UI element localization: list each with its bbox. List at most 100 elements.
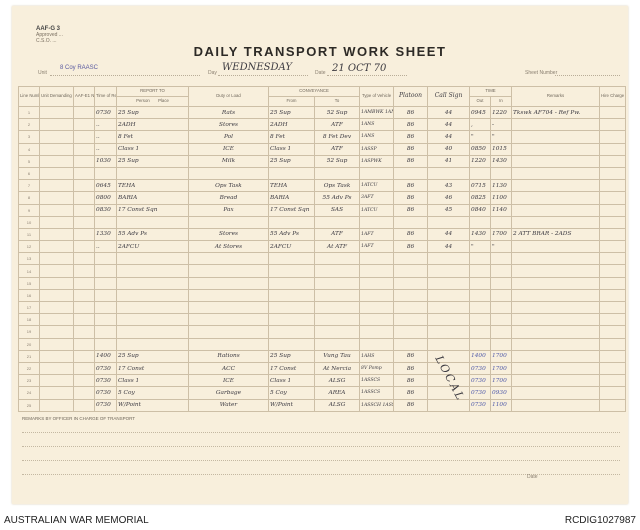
table-row: 10 — [18, 215, 627, 229]
cell-empty — [73, 361, 95, 376]
cell-person: BARIA — [116, 191, 189, 205]
cell-empty — [73, 240, 95, 254]
table-row: 19 — [18, 325, 627, 339]
cell-person: Class 1 — [116, 142, 189, 156]
cell-call — [427, 398, 471, 412]
cell-to: SAS — [313, 203, 361, 217]
cell-empty — [73, 288, 95, 303]
cell-remarks — [511, 215, 601, 229]
cell-time — [94, 313, 117, 327]
cell-in: 1220 — [490, 105, 513, 120]
page-title: DAILY TRANSPORT WORK SHEET — [193, 44, 447, 59]
cell-n: 8 — [18, 191, 40, 205]
cell-vtype: 1ASPWK — [359, 154, 395, 168]
cell-empty — [73, 313, 95, 327]
cell-empty — [599, 386, 627, 400]
cell-person: 25 Sup — [116, 105, 189, 120]
cell-remarks — [511, 349, 601, 363]
cell-person: 2AFCU — [116, 240, 189, 254]
form-cso: C.S.O. ... — [36, 38, 57, 44]
cell-n: 15 — [18, 276, 40, 290]
cell-to — [313, 300, 361, 315]
cell-person — [116, 166, 189, 181]
cell-in — [490, 252, 513, 266]
cell-duty — [188, 215, 269, 229]
cell-in: " — [490, 130, 513, 144]
cell-in — [490, 166, 513, 181]
cell-vnum: 86 — [393, 386, 429, 400]
cell-duty — [188, 276, 269, 290]
cell-vnum: 86 — [393, 361, 429, 376]
header-line-number: Line Number — [18, 86, 40, 107]
cell-call — [427, 313, 471, 327]
table-row: 8 0800 BARIA Bread BARIA 55 Adv Ps 3AFT 86 46 082… — [18, 191, 627, 205]
header-person-place: Person Place — [116, 96, 189, 107]
cell-n: 16 — [18, 288, 40, 303]
cell-from: W/Point — [268, 398, 315, 412]
cell-empty — [73, 264, 95, 278]
cell-remarks — [511, 374, 601, 388]
cell-empty — [39, 300, 74, 315]
cell-out — [469, 252, 492, 266]
cell-n: 11 — [18, 227, 40, 242]
cell-in: 1100 — [490, 398, 513, 412]
cell-remarks: 2 ATT BRAR - 2ADS — [511, 227, 601, 242]
header-vehicle-type: Type of Vehicle — [359, 86, 395, 107]
cell-from — [268, 215, 315, 229]
cell-person: 17 Const — [116, 361, 189, 376]
cell-empty — [39, 386, 74, 400]
cell-person — [116, 288, 189, 303]
cell-empty — [599, 374, 627, 388]
cell-in — [490, 288, 513, 303]
cell-empty — [599, 215, 627, 229]
cell-empty — [39, 398, 74, 412]
header-aaf: AAF-E1 Number — [73, 86, 95, 107]
cell-empty — [73, 179, 95, 193]
cell-vtype — [359, 325, 395, 339]
cell-from: 2ADH — [268, 118, 315, 132]
cell-time: 0800 — [94, 191, 117, 205]
table-row: 7 0645 TEHA Ops Task TEHA Ops Task 1ATCU 86 43 07… — [18, 179, 627, 193]
cell-out: 0730 — [469, 398, 492, 412]
cell-in: 1700 — [490, 374, 513, 388]
cell-empty — [73, 349, 95, 363]
table-row: 14 — [18, 264, 627, 278]
cell-call: 44 — [427, 105, 471, 120]
cell-vnum: 86 — [393, 142, 429, 156]
cell-vtype — [359, 276, 395, 290]
cell-out: 0850 — [469, 142, 492, 156]
cell-duty: Pol — [188, 130, 269, 144]
cell-to: ALSG — [313, 374, 361, 388]
cell-call: 41 — [427, 154, 471, 168]
cell-duty — [188, 288, 269, 303]
cell-duty: Pax — [188, 203, 269, 217]
header-from: From — [268, 96, 315, 107]
cell-empty — [73, 325, 95, 339]
header-time: TIME — [469, 86, 513, 97]
unit-value: 8 Coy RAASC — [60, 65, 99, 71]
cell-vnum: 86 — [393, 191, 429, 205]
cell-remarks — [511, 191, 601, 205]
cell-out: 0730 — [469, 361, 492, 376]
day-value: WEDNESDAY — [222, 62, 292, 73]
cell-call — [427, 276, 471, 290]
cell-remarks — [511, 276, 601, 290]
cell-time: .. — [94, 142, 117, 156]
cell-vtype: 1ATCU — [359, 179, 395, 193]
cell-in: 1430 — [490, 154, 513, 168]
cell-duty: Water — [188, 398, 269, 412]
cell-n: 19 — [18, 325, 40, 339]
cell-time: .. — [94, 240, 117, 254]
cell-call — [427, 337, 471, 351]
cell-empty — [599, 130, 627, 144]
cell-time: 0730 — [94, 386, 117, 400]
table-row: 16 — [18, 288, 627, 303]
cell-vnum — [393, 264, 429, 278]
cell-empty — [73, 215, 95, 229]
cell-n: 2 — [18, 118, 40, 132]
table-row: 11 1330 55 Adv Ps Stores 55 Adv Ps ATF 1AFT 86 4… — [18, 227, 627, 242]
cell-duty — [188, 264, 269, 278]
cell-person — [116, 215, 189, 229]
table-row: 18 — [18, 313, 627, 327]
cell-time — [94, 252, 117, 266]
